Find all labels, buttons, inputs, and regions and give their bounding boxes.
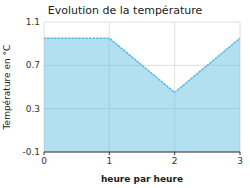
grid-line-y — [44, 152, 240, 153]
plot-area — [44, 38, 240, 152]
y-tick-label: 1.1 — [26, 17, 40, 27]
area — [44, 38, 240, 152]
x-tick — [174, 152, 175, 155]
y-axis-label: Température en °C — [2, 45, 12, 131]
x-tick-label: 0 — [41, 156, 47, 166]
grid-line-y — [44, 22, 240, 23]
x-tick — [240, 152, 241, 155]
x-axis-label: heure par heure — [101, 174, 183, 184]
grid — [44, 22, 240, 152]
line — [44, 38, 240, 92]
y-axis: -0.1 0.3 0.7 1.1 — [22, 17, 40, 157]
chart: 0 1 2 3 -0.1 0.3 0.7 1.1 heure par heure Températ… — [0, 0, 250, 188]
x-tick — [44, 152, 45, 155]
x-tick-label: 2 — [172, 156, 178, 166]
x-tick-label: 1 — [106, 156, 112, 166]
x-tick-label: 3 — [237, 156, 243, 166]
chart-container: 0 1 2 3 -0.1 0.3 0.7 1.1 heure par heure Températ… — [0, 0, 250, 188]
title: Evolution de la température — [48, 4, 203, 17]
x-tick — [109, 152, 110, 155]
x-axis-line — [44, 152, 240, 153]
y-tick-label: 0.3 — [26, 104, 40, 114]
y-tick-label: 0.7 — [26, 60, 40, 70]
y-tick-label: -0.1 — [22, 147, 40, 157]
x-axis: 0 1 2 3 — [41, 152, 243, 166]
